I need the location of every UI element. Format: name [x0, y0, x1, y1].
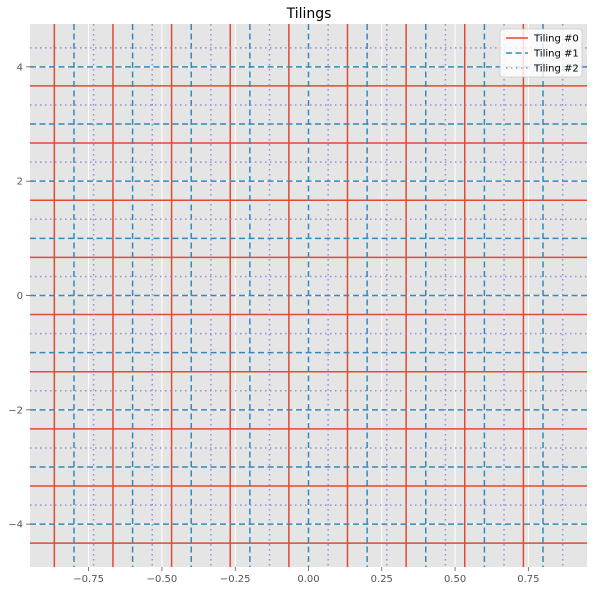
x-tick-label: 0.75	[517, 574, 539, 585]
legend-entry-2: Tiling #2	[533, 64, 579, 75]
legend-box	[499, 28, 583, 78]
y-tick-label: 4	[17, 62, 23, 73]
series-1	[30, 24, 587, 567]
x-axis-ticks: −0.75 −0.50 −0.25 0.00 0.25 0.50 0.75	[73, 567, 540, 585]
x-tick-label: −0.50	[147, 574, 178, 585]
y-axis-ticks: −4 −2 0 2 4	[8, 62, 30, 531]
x-tick-label: 0.50	[444, 574, 466, 585]
x-tick-label: −0.25	[220, 574, 251, 585]
x-tick-label: −0.75	[73, 574, 104, 585]
tiling-lines	[30, 24, 587, 567]
y-tick-label: −2	[8, 405, 23, 416]
legend: Tiling #0 Tiling #1 Tiling #2	[499, 28, 583, 78]
legend-entry-1: Tiling #1	[533, 49, 579, 60]
chart-title: Tilings	[286, 6, 332, 22]
legend-entry-0: Tiling #0	[533, 34, 579, 45]
series-2	[30, 24, 587, 567]
y-tick-label: 0	[17, 291, 23, 302]
x-tick-label: 0.25	[371, 574, 393, 585]
x-tick-label: 0.00	[297, 574, 319, 585]
y-tick-label: 2	[17, 177, 23, 188]
y-tick-label: −4	[8, 520, 23, 531]
